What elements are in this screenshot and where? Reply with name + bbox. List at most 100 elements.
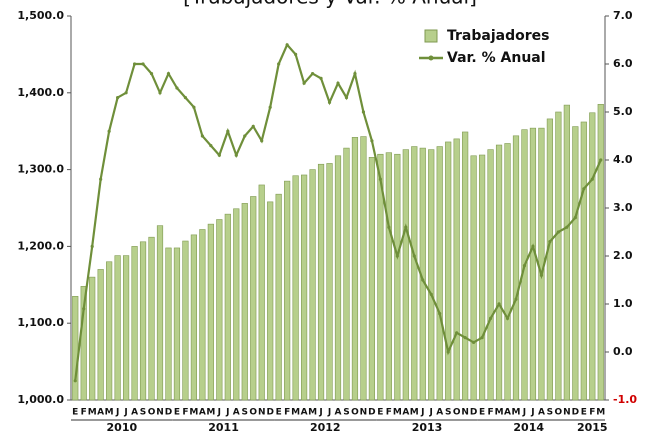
- bar: [512, 135, 520, 401]
- bar: [267, 201, 274, 401]
- bar: [258, 184, 265, 401]
- x-tick-label: F: [284, 408, 290, 418]
- bar: [589, 112, 596, 401]
- x-tick-label: J: [225, 408, 229, 418]
- bar: [182, 240, 189, 401]
- y2-tick-label: 3.0: [613, 201, 633, 214]
- bar: [148, 236, 155, 401]
- bar: [139, 241, 147, 401]
- x-tick-label: A: [97, 408, 104, 418]
- bar: [394, 153, 401, 401]
- line-marker: [497, 302, 501, 306]
- x-tick-label: F: [182, 408, 188, 418]
- x-tick-label: A: [402, 408, 409, 418]
- x-tick-label: A: [199, 408, 206, 418]
- line-marker: [353, 72, 357, 76]
- bar: [241, 203, 248, 401]
- bar: [122, 255, 130, 401]
- y2-tick-label: -1.0: [613, 393, 637, 406]
- x-tick-label: N: [461, 408, 469, 418]
- line-marker: [565, 225, 569, 229]
- bar: [106, 261, 113, 401]
- line-marker: [268, 105, 272, 109]
- x-tick-label: F: [386, 408, 392, 418]
- line-marker: [412, 254, 416, 258]
- line-marker: [116, 96, 120, 100]
- line-marker: [539, 273, 544, 277]
- bar: [411, 146, 418, 401]
- x-tick-label: S: [445, 408, 451, 418]
- x-tick-label: M: [308, 408, 317, 418]
- y2-tick-label: 4.0: [613, 153, 633, 166]
- line-marker: [599, 158, 603, 162]
- y-tick-label: 1,000.0: [17, 393, 64, 406]
- bar: [563, 104, 570, 401]
- bar: [495, 144, 503, 401]
- line-marker: [302, 81, 306, 85]
- bar: [80, 286, 87, 401]
- y2-tick-label: 7.0: [613, 9, 633, 22]
- line-marker: [429, 292, 433, 296]
- bar: [368, 157, 376, 401]
- bar: [326, 163, 333, 401]
- legend-label: Var. % Anual: [447, 50, 546, 66]
- y2-tick-label: 6.0: [613, 57, 633, 70]
- x-tick-label: M: [291, 408, 300, 418]
- bar: [284, 180, 291, 401]
- x-tick-label: M: [596, 408, 605, 418]
- bar: [97, 269, 104, 401]
- y-tick-label: 1,400.0: [17, 86, 64, 99]
- x-tick-label: N: [258, 408, 266, 418]
- bar: [165, 247, 172, 401]
- x-tick-label: S: [343, 408, 349, 418]
- bar: [233, 208, 240, 401]
- line-marker: [200, 134, 204, 138]
- bar: [317, 163, 325, 401]
- legend-swatch: [424, 29, 438, 43]
- year-label: 2015: [577, 421, 608, 434]
- bar: [360, 136, 367, 401]
- bar: [72, 296, 79, 401]
- y-tick-label: 1,500.0: [17, 9, 64, 22]
- x-tick-label: M: [495, 408, 504, 418]
- line-marker: [446, 350, 450, 354]
- bar: [131, 246, 138, 401]
- x-tick-label: J: [530, 408, 534, 418]
- x-tick-label: E: [479, 408, 485, 418]
- x-tick-label: E: [174, 408, 180, 418]
- x-tick-label: F: [487, 408, 493, 418]
- bar: [453, 138, 460, 401]
- year-label: 2012: [310, 421, 341, 434]
- x-tick-label: O: [351, 408, 359, 418]
- chart-title: [Trabajadores y Var. % Anual]: [183, 0, 477, 9]
- line-marker: [556, 230, 560, 234]
- line-marker: [327, 100, 332, 104]
- x-tick-label: M: [206, 408, 215, 418]
- bar: [555, 111, 562, 401]
- bar: [114, 255, 121, 401]
- x-tick-label: J: [123, 408, 127, 418]
- line-marker: [573, 216, 577, 220]
- x-tick-label: O: [148, 408, 156, 418]
- line-marker: [404, 225, 408, 229]
- bar: [275, 193, 282, 401]
- line-marker: [192, 105, 196, 109]
- legend-label: Trabajadores: [447, 28, 549, 44]
- line-marker: [505, 316, 510, 320]
- x-tick-label: E: [72, 408, 78, 418]
- x-tick-label: M: [105, 408, 114, 418]
- bar: [292, 175, 299, 401]
- line-marker: [73, 379, 77, 383]
- bar: [224, 213, 231, 401]
- legend-marker: [428, 55, 434, 61]
- line-marker: [209, 144, 213, 148]
- line-marker: [421, 278, 425, 282]
- y2-tick-label: 1.0: [613, 297, 633, 310]
- bar: [445, 141, 452, 401]
- line-marker: [149, 72, 154, 76]
- line-marker: [141, 62, 145, 66]
- x-tick-label: N: [563, 408, 571, 418]
- line-marker: [531, 244, 535, 248]
- x-tick-label: S: [242, 408, 248, 418]
